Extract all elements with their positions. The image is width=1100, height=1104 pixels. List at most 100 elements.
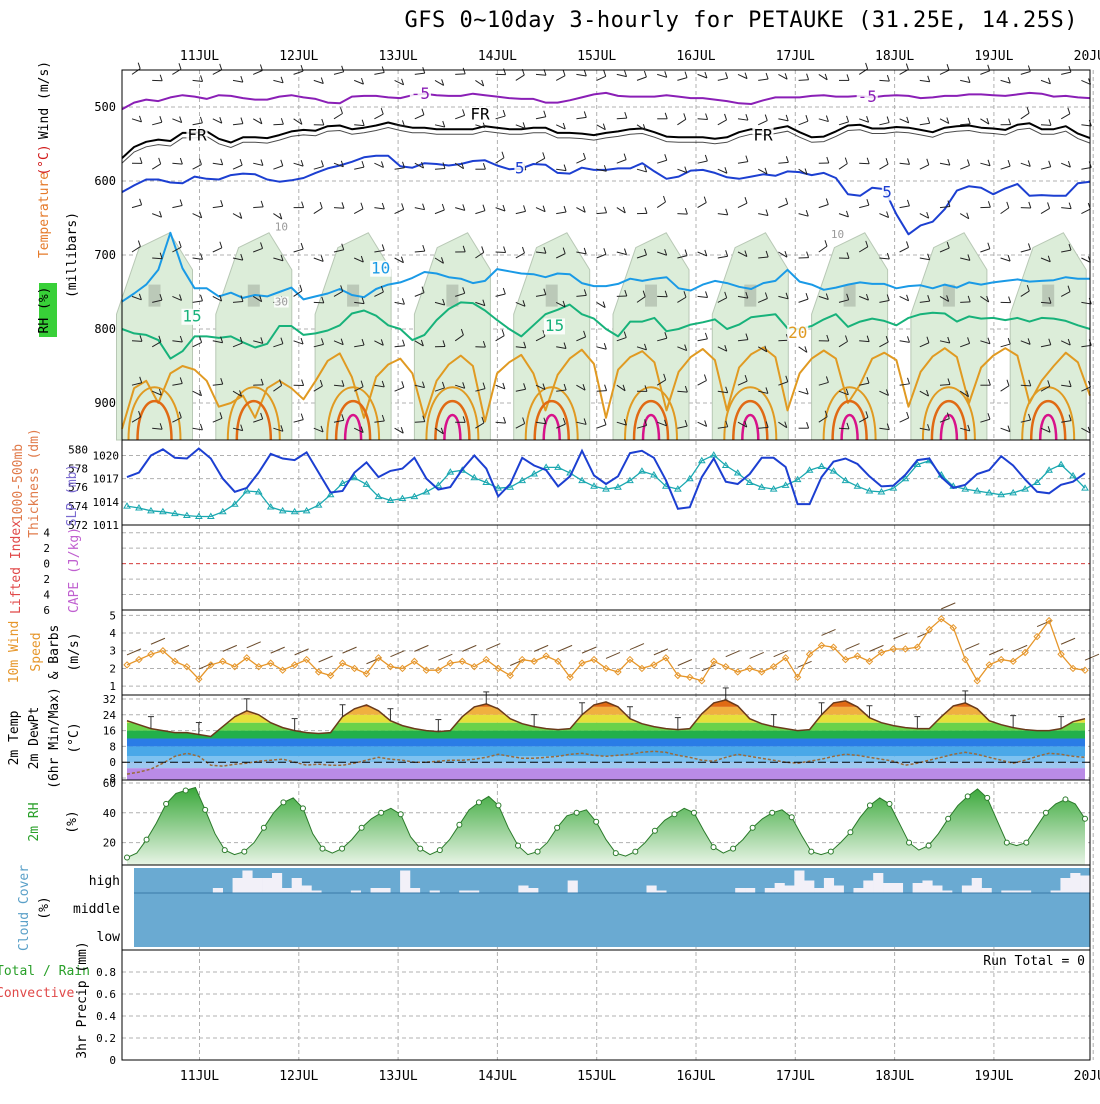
- rh-tick: 60: [103, 777, 116, 790]
- contour-label: 10: [831, 228, 844, 241]
- x-tick-label-top: 11JUL: [180, 49, 219, 64]
- rh2m-point: [965, 794, 970, 799]
- y-tick-pressure: 500: [94, 100, 116, 114]
- temp-tick: 24: [103, 709, 117, 722]
- x-tick-label-top: 16JUL: [676, 49, 715, 64]
- dewpt-label: 2m DewPt: [27, 707, 42, 770]
- rh-shade-dark: [546, 285, 558, 307]
- cloud-gap-bar: [775, 883, 785, 893]
- rh2m-point: [848, 830, 853, 835]
- temp-unit-label: (°C): [67, 722, 82, 753]
- wind-tick: 2: [109, 662, 116, 675]
- cloud-gap-bar: [873, 873, 883, 893]
- cloud-gap-bar: [863, 881, 873, 894]
- rh2m-point: [555, 825, 560, 830]
- precip-convective-label: Convective: [0, 986, 74, 1001]
- contour-label: 10: [371, 259, 390, 278]
- rh2m-point: [828, 849, 833, 854]
- cloud-gap-bar: [282, 888, 292, 893]
- wind-barb: [617, 118, 627, 119]
- rh2m-point: [300, 806, 305, 811]
- rh2m-point: [633, 849, 638, 854]
- cloud-gap-bar: [371, 888, 381, 893]
- li-tick: 0: [43, 558, 50, 571]
- wind-barb: [435, 169, 445, 170]
- cloud-gap-bar: [784, 886, 794, 894]
- wind-tick: 4: [109, 627, 116, 640]
- temperature-label: Temperature: [37, 172, 52, 258]
- cloud-label: Cloud Cover: [17, 865, 32, 951]
- x-tick-label-bottom: 14JUL: [478, 1069, 517, 1084]
- rh2m-point: [613, 851, 618, 856]
- rh2m-point: [887, 801, 892, 806]
- wind-tick: 3: [109, 645, 116, 658]
- slp-tick: 1017: [93, 473, 120, 486]
- cloud-gap-bar: [765, 888, 775, 893]
- precip-axis-label: 3hr Precip (mm): [75, 941, 90, 1058]
- cloud-gap-bar: [528, 888, 538, 893]
- cloud-gap-bar: [400, 871, 410, 894]
- wind-barb: [415, 422, 425, 423]
- rh2m-point: [691, 810, 696, 815]
- x-tick-label-top: 12JUL: [279, 49, 318, 64]
- rh2m-point: [359, 825, 364, 830]
- cloud-gap-bar: [735, 888, 745, 893]
- slp-tick: 1014: [93, 496, 120, 509]
- rh2m-point: [183, 788, 188, 793]
- temperature-unit-label: (°C): [37, 144, 52, 175]
- rh2m-point: [125, 855, 130, 860]
- cloud-gap-bar: [922, 881, 932, 894]
- precip-tick: 0: [109, 1054, 116, 1067]
- wind-barb: [1041, 125, 1051, 126]
- rh-shade-dark: [943, 285, 955, 307]
- rh2m-point: [203, 807, 208, 812]
- x-tick-label-bottom: 15JUL: [577, 1069, 616, 1084]
- cloud-unit-label: (%): [37, 896, 52, 919]
- contour-label: FR: [187, 125, 207, 144]
- temp-band: [122, 723, 1090, 731]
- wind-barb: [698, 119, 708, 120]
- cloud-gap-bar: [233, 878, 243, 893]
- cloud-gap-bar: [794, 871, 804, 894]
- temp-tick: 0: [109, 756, 116, 769]
- cloud-gap-bar: [883, 883, 893, 893]
- wind-barb: [940, 385, 950, 386]
- li-tick: 6: [43, 604, 50, 617]
- cloud-gap-bar: [962, 886, 972, 894]
- cloud-gap-bar: [982, 888, 992, 893]
- slp-tick: 1020: [93, 449, 120, 462]
- rh2m-point: [789, 815, 794, 820]
- minmax-label: (6hr Min/Max): [47, 687, 62, 789]
- wind-barb: [778, 340, 788, 341]
- precip-tick: 0.2: [96, 1032, 116, 1045]
- rh2m-point: [242, 849, 247, 854]
- cloud-gap-bar: [893, 883, 903, 893]
- rh2m-point: [437, 848, 442, 853]
- rh2m-point: [809, 849, 814, 854]
- rh2m-point: [1063, 797, 1068, 802]
- x-tick-label-bottom: 12JUL: [279, 1069, 318, 1084]
- rh2m-point: [594, 819, 599, 824]
- rh2m-point: [320, 846, 325, 851]
- temp2m-label: 2m Temp: [7, 710, 22, 765]
- cloud-gap-bar: [410, 888, 420, 893]
- rh-tick: 40: [103, 807, 116, 820]
- rh2m-point: [1004, 840, 1009, 845]
- rh2m-point: [946, 816, 951, 821]
- x-tick-label-bottom: 16JUL: [676, 1069, 715, 1084]
- x-tick-label-top: 17JUL: [776, 49, 815, 64]
- wind-tick: 5: [109, 609, 116, 622]
- rh2m-point: [711, 845, 716, 850]
- wind-barb: [152, 258, 162, 259]
- rh2m-point: [476, 800, 481, 805]
- wind10m-label: 10m Wind: [7, 621, 22, 684]
- cape-label: CAPE (J/kg): [67, 527, 82, 613]
- slp-label: SLP (mb): [65, 464, 80, 527]
- x-tick-label-bottom: 11JUL: [180, 1069, 219, 1084]
- contour-label: 15: [545, 316, 564, 335]
- temp-band: [122, 762, 1090, 768]
- contour-label: 15: [182, 307, 201, 326]
- wind-barb: [1021, 385, 1031, 386]
